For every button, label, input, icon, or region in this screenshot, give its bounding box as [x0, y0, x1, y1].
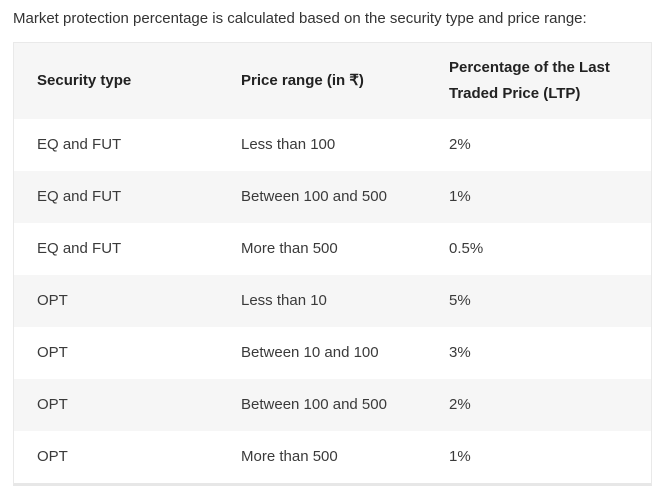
column-header-2: Price range (in ₹)	[218, 43, 426, 119]
table-cell: OPT	[14, 275, 218, 327]
table-cell: 5%	[426, 275, 651, 327]
table-cell: OPT	[14, 379, 218, 431]
table-cell: More than 500	[241, 448, 338, 465]
table-cell: 1%	[426, 171, 651, 223]
market-protection-table: Security type Price range (in ₹) Percentag…	[14, 43, 651, 483]
intro-text: Market protection percentage is calculat…	[13, 10, 587, 27]
table-row: EQ and FUT Between 100 and 500 1%	[14, 171, 651, 223]
table-cell: EQ and FUT	[37, 240, 122, 257]
table-cell: 2%	[426, 379, 651, 431]
table-body: EQ and FUT Less than 100 2% EQ and FUT Betwe…	[14, 119, 651, 483]
table-cell: Between 100 and 500	[218, 171, 426, 223]
market-protection-table-wrapper: Security type Price range (in ₹) Percentag…	[13, 42, 652, 486]
table-header-row: Security type Price range (in ₹) Percentag…	[14, 43, 651, 119]
table-cell: OPT	[37, 344, 68, 361]
table-cell: 1%	[449, 448, 471, 465]
table-cell: Between 10 and 100	[241, 344, 379, 361]
table-cell: EQ and FUT	[14, 171, 218, 223]
table-row: OPT Less than 10 5%	[14, 275, 651, 327]
table-cell: EQ and FUT	[37, 136, 122, 153]
table-cell: More than 500	[241, 240, 338, 257]
table-cell: 2%	[449, 136, 471, 153]
table-row: OPT Between 100 and 500 2%	[14, 379, 651, 431]
article-content: Market protection percentage is calculat…	[13, 10, 652, 486]
table-cell: Between 100 and 500	[218, 379, 426, 431]
table-row: OPT More than 500 1%	[14, 431, 651, 483]
table-row: OPT Between 10 and 100 3%	[14, 327, 651, 379]
table-cell: OPT	[37, 448, 68, 465]
column-header-1: Security type	[14, 43, 218, 119]
table-row: EQ and FUT More than 500 0.5%	[14, 223, 651, 275]
column-header-3: Percentage of the Last Traded Price (LTP…	[426, 43, 651, 119]
table-cell: Less than 100	[241, 136, 336, 153]
table-cell: 3%	[449, 344, 471, 361]
table-header: Security type Price range (in ₹) Percentag…	[14, 43, 651, 119]
table-cell: 0.5%	[449, 240, 484, 257]
table-cell: Less than 10	[218, 275, 426, 327]
table-row: EQ and FUT Less than 100 2%	[14, 119, 651, 171]
